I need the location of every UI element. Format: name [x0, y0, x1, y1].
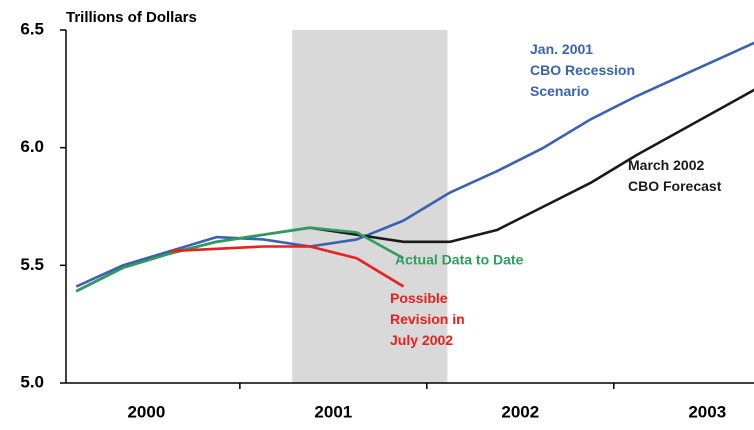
series-line: [169, 245, 405, 288]
shaded-span: [292, 30, 448, 383]
series-label: Possible Revision in July 2002: [390, 290, 465, 348]
x-tick-label: 2001: [314, 402, 352, 421]
series-line: [75, 41, 754, 288]
y-tick-label: 5.0: [20, 372, 44, 391]
x-tick-label: 2000: [127, 402, 165, 421]
series-label: Jan. 2001 CBO Recession Scenario: [530, 41, 635, 99]
series-label: Actual Data to Date: [395, 252, 524, 268]
y-tick-label: 6.0: [20, 137, 44, 156]
y-tick-label: 5.5: [20, 255, 44, 274]
x-tick-label: 2002: [501, 402, 539, 421]
series-label: March 2002 CBO Forecast: [628, 157, 722, 194]
y-tick-label: 6.5: [20, 19, 44, 38]
x-tick-label: 2003: [688, 402, 726, 421]
series-line: [75, 226, 405, 293]
chart-title: Trillions of Dollars: [66, 9, 197, 26]
